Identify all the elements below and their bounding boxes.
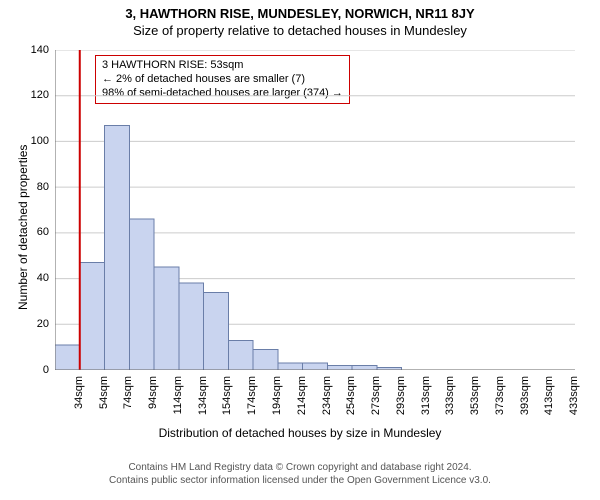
footer-line-1: Contains HM Land Registry data © Crown c… xyxy=(0,462,600,475)
histogram-bar xyxy=(80,263,105,370)
x-tick: 293sqm xyxy=(395,376,407,426)
x-tick: 154sqm xyxy=(221,376,233,426)
x-tick: 74sqm xyxy=(122,376,134,426)
title-line-1: 3, HAWTHORN RISE, MUNDESLEY, NORWICH, NR… xyxy=(0,0,600,21)
x-tick: 353sqm xyxy=(469,376,481,426)
histogram-bar xyxy=(327,365,352,370)
histogram-bar xyxy=(55,345,80,370)
y-tick: 140 xyxy=(31,44,49,56)
x-tick: 433sqm xyxy=(568,376,580,426)
y-tick: 60 xyxy=(37,226,49,238)
x-tick: 333sqm xyxy=(444,376,456,426)
histogram-bar xyxy=(105,125,130,370)
x-tick: 273sqm xyxy=(370,376,382,426)
histogram-bar xyxy=(129,219,154,370)
x-axis-label: Distribution of detached houses by size … xyxy=(0,426,600,440)
x-tick: 413sqm xyxy=(543,376,555,426)
x-tick: 34sqm xyxy=(73,376,85,426)
x-tick: 194sqm xyxy=(271,376,283,426)
y-tick: 120 xyxy=(31,89,49,101)
histogram-bar xyxy=(303,363,328,370)
histogram-bar xyxy=(179,283,204,370)
x-tick: 54sqm xyxy=(98,376,110,426)
title-line-2: Size of property relative to detached ho… xyxy=(0,21,600,38)
x-tick: 214sqm xyxy=(296,376,308,426)
histogram-bar xyxy=(278,363,303,370)
y-tick: 80 xyxy=(37,181,49,193)
histogram-bar xyxy=(154,267,179,370)
y-axis-label: Number of detached properties xyxy=(16,145,30,310)
x-tick: 174sqm xyxy=(246,376,258,426)
footer: Contains HM Land Registry data © Crown c… xyxy=(0,462,600,487)
x-tick: 234sqm xyxy=(321,376,333,426)
x-tick: 114sqm xyxy=(172,376,184,426)
x-tick: 134sqm xyxy=(197,376,209,426)
y-tick: 40 xyxy=(37,272,49,284)
y-tick: 0 xyxy=(43,364,49,376)
histogram-bar xyxy=(352,365,377,370)
histogram-bar xyxy=(253,349,278,370)
y-tick: 100 xyxy=(31,135,49,147)
x-tick: 254sqm xyxy=(345,376,357,426)
footer-line-2: Contains public sector information licen… xyxy=(0,475,600,488)
x-tick: 313sqm xyxy=(420,376,432,426)
y-tick: 20 xyxy=(37,318,49,330)
chart-container: 3, HAWTHORN RISE, MUNDESLEY, NORWICH, NR… xyxy=(0,0,600,500)
histogram-plot xyxy=(55,50,575,370)
x-tick: 393sqm xyxy=(519,376,531,426)
x-tick: 94sqm xyxy=(147,376,159,426)
histogram-bar xyxy=(204,292,229,370)
histogram-bar xyxy=(228,340,253,370)
x-tick: 373sqm xyxy=(494,376,506,426)
